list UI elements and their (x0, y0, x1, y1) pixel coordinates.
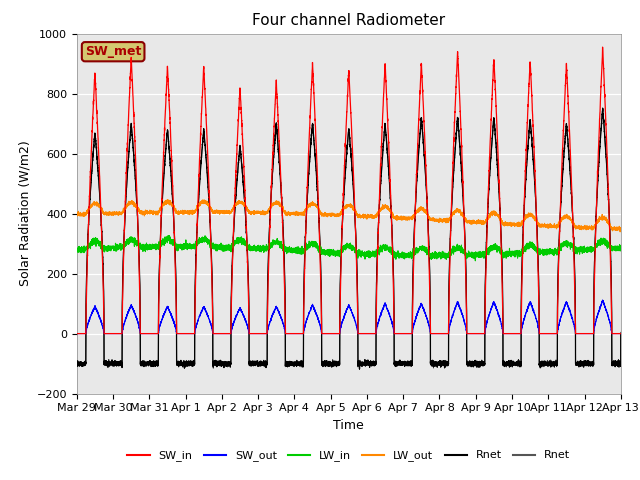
LW_out (73, 211, 81, 217)
Rnet (356, 367, 364, 372)
SW_out (486, 311, 493, 316)
LW_in (470, 253, 478, 259)
SW_in (330, 331, 338, 336)
SW_in (599, 44, 607, 50)
LW_out (594, 218, 602, 224)
Rnet (486, 170, 493, 176)
SW_out (617, 331, 625, 336)
LW_in (258, 245, 266, 251)
LW_in (486, 249, 493, 255)
Rnet (588, 360, 595, 365)
LW_out (617, 226, 625, 231)
Rnet (617, 331, 625, 336)
Rnet (470, 361, 478, 367)
LW_out (486, 211, 493, 216)
Line: LW_out: LW_out (77, 200, 621, 232)
SW_out (330, 331, 338, 336)
LW_in (73, 247, 81, 253)
Y-axis label: Solar Radiation (W/m2): Solar Radiation (W/m2) (18, 141, 31, 287)
Rnet (330, 359, 338, 365)
SW_out (470, 331, 478, 336)
Rnet (594, 172, 602, 178)
Line: LW_in: LW_in (77, 236, 621, 261)
SW_in (73, 331, 81, 336)
SW_out (258, 331, 266, 336)
LW_out (470, 220, 478, 226)
Line: Rnet: Rnet (77, 108, 621, 370)
Rnet (258, 361, 266, 367)
SW_in (617, 331, 625, 336)
Line: SW_out: SW_out (77, 300, 621, 334)
Rnet (617, 329, 625, 335)
LW_out (258, 209, 266, 215)
Line: Rnet: Rnet (77, 108, 621, 369)
Rnet (588, 360, 595, 366)
LW_out (588, 225, 595, 231)
LW_out (164, 197, 172, 203)
Title: Four channel Radiometer: Four channel Radiometer (252, 13, 445, 28)
Rnet (330, 359, 338, 365)
Rnet (258, 362, 266, 368)
LW_in (165, 233, 173, 239)
SW_in (486, 150, 493, 156)
SW_out (73, 331, 81, 336)
LW_out (616, 229, 624, 235)
Rnet (73, 362, 81, 368)
Rnet (599, 105, 607, 111)
Text: SW_met: SW_met (85, 45, 141, 58)
Rnet (470, 361, 478, 367)
Rnet (356, 366, 364, 372)
SW_out (599, 297, 607, 303)
SW_out (594, 311, 602, 317)
SW_in (470, 331, 478, 336)
SW_in (594, 162, 602, 168)
LW_in (588, 249, 595, 255)
Rnet (594, 173, 602, 179)
Rnet (486, 170, 493, 176)
Rnet (599, 106, 607, 111)
LW_out (330, 213, 338, 218)
SW_in (588, 331, 595, 336)
SW_out (588, 331, 595, 336)
LW_in (330, 250, 338, 255)
LW_in (617, 247, 625, 253)
Legend: SW_in, SW_out, LW_in, LW_out, Rnet, Rnet: SW_in, SW_out, LW_in, LW_out, Rnet, Rnet (123, 446, 575, 466)
SW_in (258, 331, 266, 336)
X-axis label: Time: Time (333, 419, 364, 432)
LW_in (594, 237, 602, 243)
Line: SW_in: SW_in (77, 47, 621, 334)
LW_in (472, 258, 479, 264)
Rnet (73, 362, 81, 368)
